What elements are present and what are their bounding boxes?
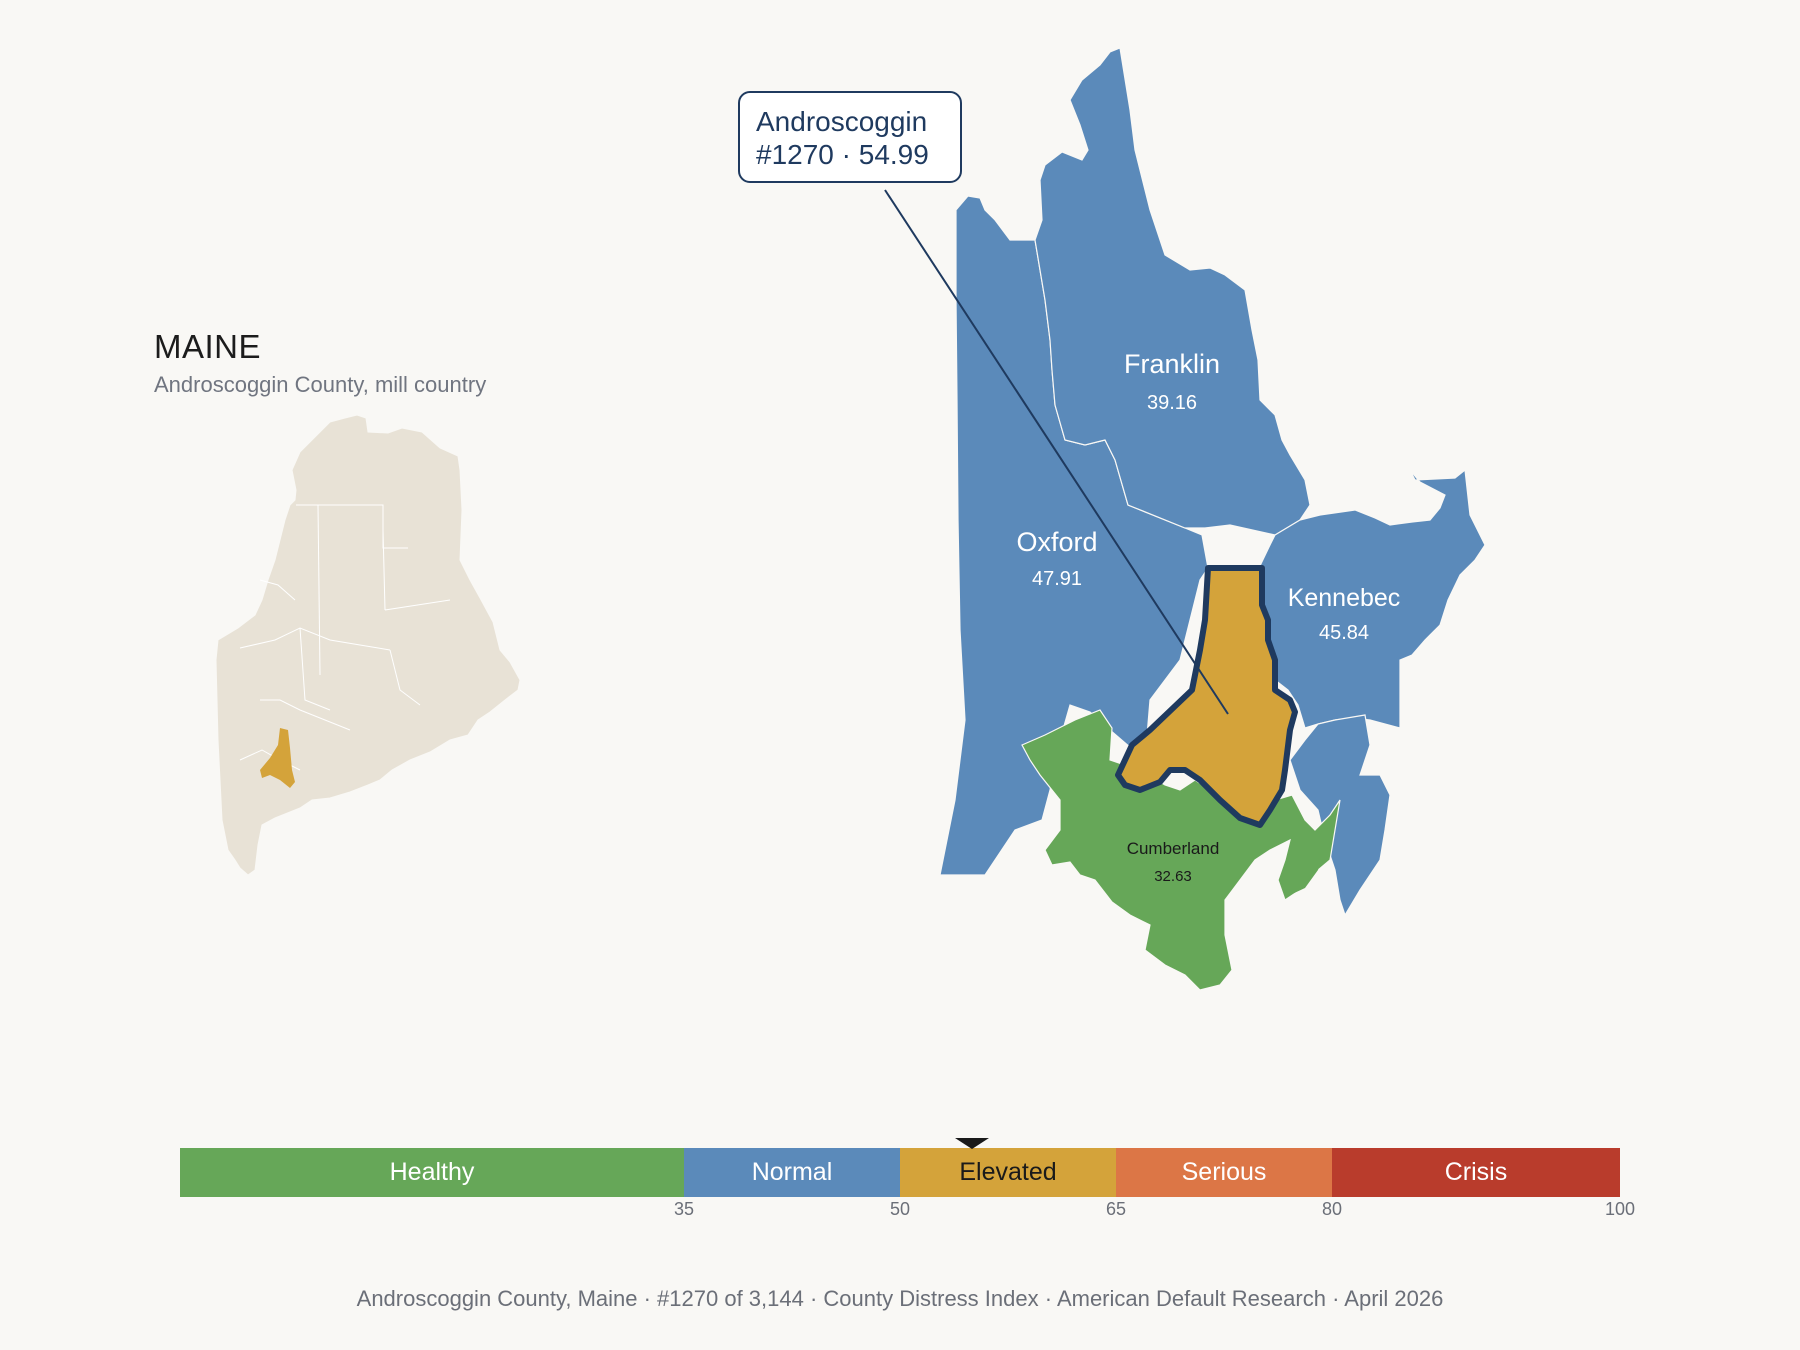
label-oxford-name: Oxford [1016, 527, 1097, 557]
scale-segment-normal: Normal [684, 1148, 900, 1197]
inset-state-shape [215, 414, 521, 876]
footer-caption: Androscoggin County, Maine · #1270 of 3,… [356, 1286, 1444, 1311]
callout-county-name: Androscoggin [756, 106, 928, 137]
state-title: MAINE [154, 328, 262, 365]
state-subtitle: Androscoggin County, mill country [154, 372, 487, 397]
label-oxford-score: 47.91 [1032, 568, 1082, 590]
label-cumberland-score: 32.63 [1154, 868, 1192, 885]
scale-segment-crisis: Crisis [1332, 1148, 1620, 1197]
scale-tick-65: 65 [1105, 1199, 1127, 1219]
county-sagadahoc [1289, 714, 1391, 917]
label-kennebec-name: Kennebec [1288, 584, 1401, 612]
label-franklin-name: Franklin [1124, 349, 1220, 379]
scale-segment-healthy: Healthy [180, 1148, 684, 1197]
scale-tick-50: 50 [889, 1199, 911, 1219]
label-cumberland-name: Cumberland [1127, 839, 1220, 858]
county-cumberland-island [1288, 830, 1326, 895]
inset-androscoggin [260, 728, 295, 788]
scale-segment-elevated: Elevated [900, 1148, 1116, 1197]
county-franklin[interactable] [1034, 47, 1311, 536]
callout-leader-line [884, 189, 1229, 715]
county-androscoggin[interactable] [1115, 565, 1298, 828]
county-cumberland[interactable] [1021, 709, 1341, 991]
label-franklin-score: 39.16 [1147, 392, 1197, 414]
focus-callout: Androscoggin #1270 · 54.99 [738, 91, 962, 183]
label-kennebec-score: 45.84 [1319, 622, 1369, 644]
scale-segment-serious: Serious [1116, 1148, 1332, 1197]
scale-pointer-marker [954, 1138, 989, 1149]
callout-rank-score: #1270 · 54.99 [756, 139, 929, 170]
scale-tick-80: 80 [1321, 1199, 1343, 1219]
scale-tick-35: 35 [673, 1199, 695, 1219]
scale-tick-100: 100 [1604, 1199, 1636, 1219]
